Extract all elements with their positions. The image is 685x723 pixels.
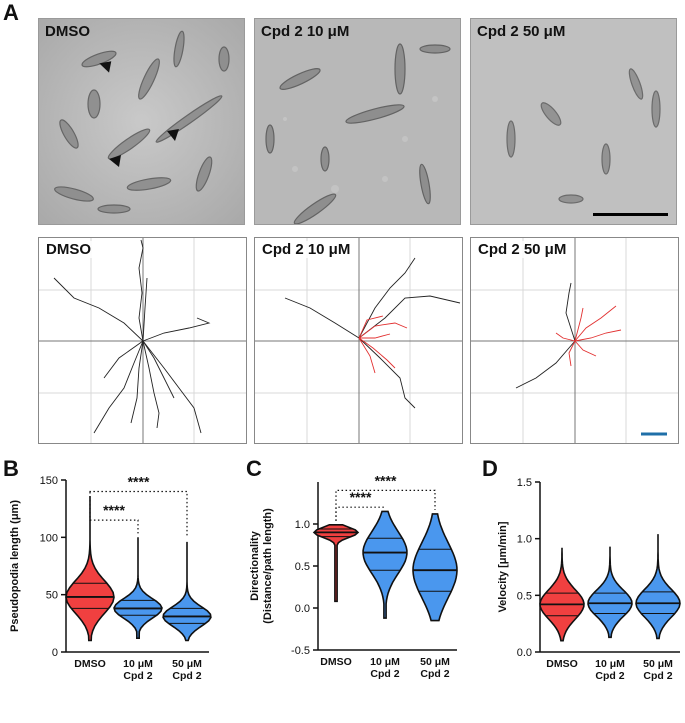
y-tick-label: 100 [40, 532, 58, 544]
y-tick-label: 50 [46, 590, 58, 602]
arrowhead-icon [99, 61, 112, 73]
violin [162, 541, 212, 642]
cell-tracks-treated [555, 305, 622, 367]
category-label: 10 μM [123, 658, 153, 670]
violin-chart-pseudopodia: 0 50 100 150 Pseudopodia length (μm) DMSO 10 μ… [9, 473, 212, 682]
y-tick-label: 0.0 [517, 647, 532, 659]
category-label: DMSO [320, 656, 352, 668]
violin [635, 534, 681, 640]
violin [539, 547, 585, 642]
y-axis-label: Velocity [μm/min] [497, 521, 509, 612]
category-label: Cpd 2 [420, 668, 449, 680]
y-tick-label: -0.5 [291, 645, 310, 657]
micrograph-cpd2-10um-cells [255, 19, 460, 224]
significance-label: **** [350, 489, 372, 505]
micrograph-label: DMSO [45, 23, 90, 40]
significance-line [89, 490, 188, 538]
track-plot-label: Cpd 2 50 μM [476, 241, 569, 258]
track-plot-dmso: DMSO [38, 237, 247, 444]
cell-tracks [53, 239, 211, 434]
arrowhead-markers [99, 61, 179, 167]
cell-tracks-dmso-like [515, 282, 576, 389]
violin [362, 510, 408, 619]
violin [412, 513, 458, 622]
panel-letter-a: A [3, 0, 19, 25]
significance-bracket: **** [89, 473, 188, 538]
y-tick-label: 0 [52, 647, 58, 659]
y-tick-label: 0.5 [295, 561, 310, 573]
panel-letter-d: D [482, 456, 498, 481]
significance-label: **** [103, 502, 125, 518]
violin [312, 524, 360, 603]
significance-bracket: **** [89, 492, 139, 534]
arrowhead-icon [109, 155, 121, 167]
panel-letter-b: B [3, 456, 19, 481]
category-label: Cpd 2 [172, 670, 201, 682]
category-label: 10 μM [370, 656, 400, 668]
track-plot-label: Cpd 2 10 μM [260, 241, 353, 258]
category-label: Cpd 2 [643, 670, 672, 682]
y-tick-label: 0.5 [517, 590, 532, 602]
micrograph-dmso: DMSO [38, 18, 245, 225]
track-plot-cpd2-10um: Cpd 2 10 μM [254, 237, 463, 444]
panel-letter-c: C [246, 456, 262, 481]
y-tick-label: 1.0 [517, 534, 532, 546]
track-plot-cpd2-10um-svg [255, 238, 462, 443]
y-axis-label: (Distance/path length) [262, 508, 274, 624]
y-axis-label: Pseudopodia length (μm) [9, 500, 21, 632]
significance-bracket: **** [335, 489, 386, 521]
category-label: 50 μM [172, 658, 202, 670]
micrograph-label: Cpd 2 10 μM [261, 23, 350, 40]
category-label: Cpd 2 [123, 670, 152, 682]
category-label: 50 μM [420, 656, 450, 668]
y-tick-label: 0.0 [295, 603, 310, 615]
significance-line [335, 506, 386, 521]
violin-chart-directionality: -0.5 0.0 0.5 1.0 Directionality (Distance/pat… [249, 472, 458, 680]
violin [587, 546, 633, 639]
significance-bracket: **** [335, 472, 436, 521]
cell-tracks-dmso-like [284, 257, 461, 409]
cell-tracks-treated [358, 315, 408, 374]
significance-label: **** [128, 473, 150, 489]
arrowhead-icon [167, 129, 179, 141]
significance-label: **** [375, 472, 397, 488]
y-axis-label: Directionality [249, 530, 261, 601]
y-tick-label: 1.0 [295, 519, 310, 531]
micrograph-label: Cpd 2 50 μM [477, 23, 566, 40]
category-label: Cpd 2 [595, 670, 624, 682]
category-label: 50 μM [643, 658, 673, 670]
category-label: DMSO [74, 658, 106, 670]
category-label: 10 μM [595, 658, 625, 670]
violin [113, 537, 163, 639]
category-label: Cpd 2 [370, 668, 399, 680]
micrograph-cpd2-50um-cells [471, 19, 676, 224]
y-tick-label: 1.5 [517, 477, 532, 489]
micrograph-scale-bar [593, 213, 668, 216]
micrograph-dmso-cells [39, 19, 244, 224]
track-plot-cpd2-50um-svg [471, 238, 678, 443]
category-label: DMSO [546, 658, 578, 670]
track-plot-label: DMSO [44, 241, 93, 258]
micrograph-cpd2-50um: Cpd 2 50 μM [470, 18, 677, 225]
significance-line [89, 492, 139, 534]
track-plot-cpd2-50um: Cpd 2 50 μM [470, 237, 679, 444]
y-tick-label: 150 [40, 475, 58, 487]
micrograph-cpd2-10um: Cpd 2 10 μM [254, 18, 461, 225]
track-plot-dmso-svg [39, 238, 246, 443]
